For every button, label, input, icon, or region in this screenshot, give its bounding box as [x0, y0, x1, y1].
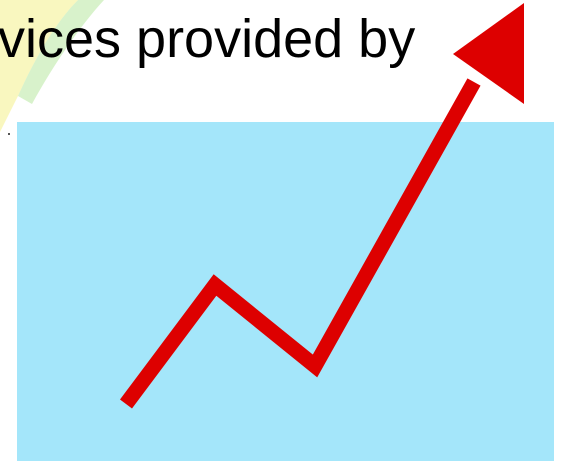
light-blue-panel — [17, 122, 554, 461]
arrow-head — [453, 3, 524, 104]
slide-heading: vices provided by — [0, 9, 416, 69]
decorative-swoosh — [0, 0, 104, 132]
stray-dot — [8, 133, 10, 135]
arrow-shaft — [119, 78, 481, 409]
